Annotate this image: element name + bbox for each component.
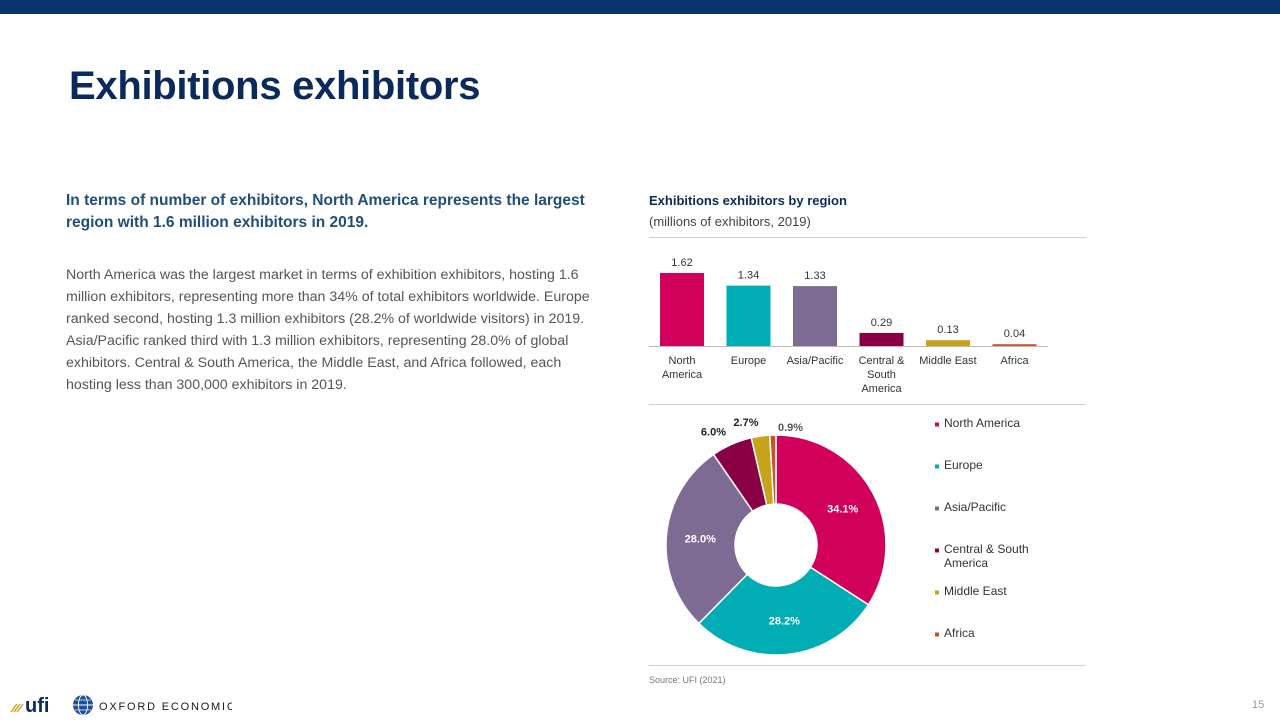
legend-label: Central & South (944, 542, 1029, 556)
bar-category-label: Middle East (919, 355, 976, 367)
bar (793, 286, 837, 346)
bar-category-label: Europe (731, 355, 766, 367)
donut-slice (665, 453, 754, 625)
bar (859, 332, 904, 346)
donut-percent-label: 34.1% (827, 504, 858, 516)
bar-value-label: 0.04 (1004, 328, 1025, 340)
bar (726, 285, 771, 346)
legend-label: Europe (944, 458, 983, 472)
legend-swatch (935, 548, 939, 553)
legend-swatch (935, 422, 939, 427)
bar-category-label: America (861, 383, 902, 395)
bar-value-label: 0.29 (871, 317, 892, 329)
bar-value-label: 1.62 (671, 257, 692, 269)
ufi-logo: ufi (10, 695, 49, 716)
legend-swatch (935, 632, 939, 637)
legend-swatch (935, 506, 939, 511)
lead-text: In terms of number of exhibitors, North … (66, 192, 585, 231)
donut-slice (775, 434, 887, 606)
bar-value-label: 1.34 (738, 270, 759, 282)
body-text: North America was the largest market in … (66, 267, 590, 393)
bar-category-label: America (662, 369, 703, 381)
donut-percent-label: 28.2% (769, 616, 800, 628)
top-bar (0, 0, 1280, 14)
bar (926, 340, 970, 346)
ufi-logo-text: ufi (25, 695, 49, 716)
donut-percent-label: 6.0% (701, 427, 726, 439)
bar (992, 344, 1037, 346)
page-title: Exhibitions exhibitors (69, 64, 481, 108)
legend-label: Africa (944, 626, 975, 640)
chart-bottom-rule (649, 665, 1086, 666)
donut-percent-label: 2.7% (733, 417, 758, 429)
oxford-economics-logo-text: OXFORD ECONOMICS (99, 701, 232, 713)
bar-category-label: Asia/Pacific (787, 355, 844, 367)
source-note: Source: UFI (2021) (649, 675, 726, 685)
donut-percent-label: 28.0% (685, 533, 716, 545)
chart-top-rule (649, 237, 1086, 238)
bar-category-label: Central & (859, 355, 906, 367)
donut-legend: North America Europe Asia/Pacific Central &… (935, 416, 1029, 640)
donut-chart: 34.1% 28.2% 28.0% 6.0% 2.7% 0.9% (665, 417, 887, 656)
bar-value-label: 0.13 (937, 324, 958, 336)
chart-middle-rule (649, 404, 1086, 405)
chart-subtitle: (millions of exhibitors, 2019) (649, 214, 811, 229)
legend-swatch (935, 464, 939, 469)
legend-label: North America (944, 416, 1020, 430)
legend-label: America (944, 556, 988, 570)
page-number: 15 (1252, 699, 1265, 711)
legend-label: Asia/Pacific (944, 500, 1006, 514)
bar-chart: 1.62 North America 1.34 Europe 1.33 Asia/Pacif… (649, 257, 1048, 395)
chart-title: Exhibitions exhibitors by region (649, 193, 847, 208)
donut-slice (768, 434, 777, 505)
legend-label: Middle East (944, 584, 1007, 598)
oxford-economics-logo: OXFORD ECONOMICS (73, 694, 232, 716)
bar-category-label: South (867, 369, 896, 381)
bar-category-label: Africa (1000, 355, 1029, 367)
donut-slice (697, 566, 870, 656)
bar-category-label: North (669, 355, 696, 367)
legend-swatch (935, 590, 939, 595)
bar-value-label: 1.33 (804, 270, 825, 282)
donut-percent-label: 0.9% (778, 422, 803, 434)
bar (660, 273, 704, 346)
